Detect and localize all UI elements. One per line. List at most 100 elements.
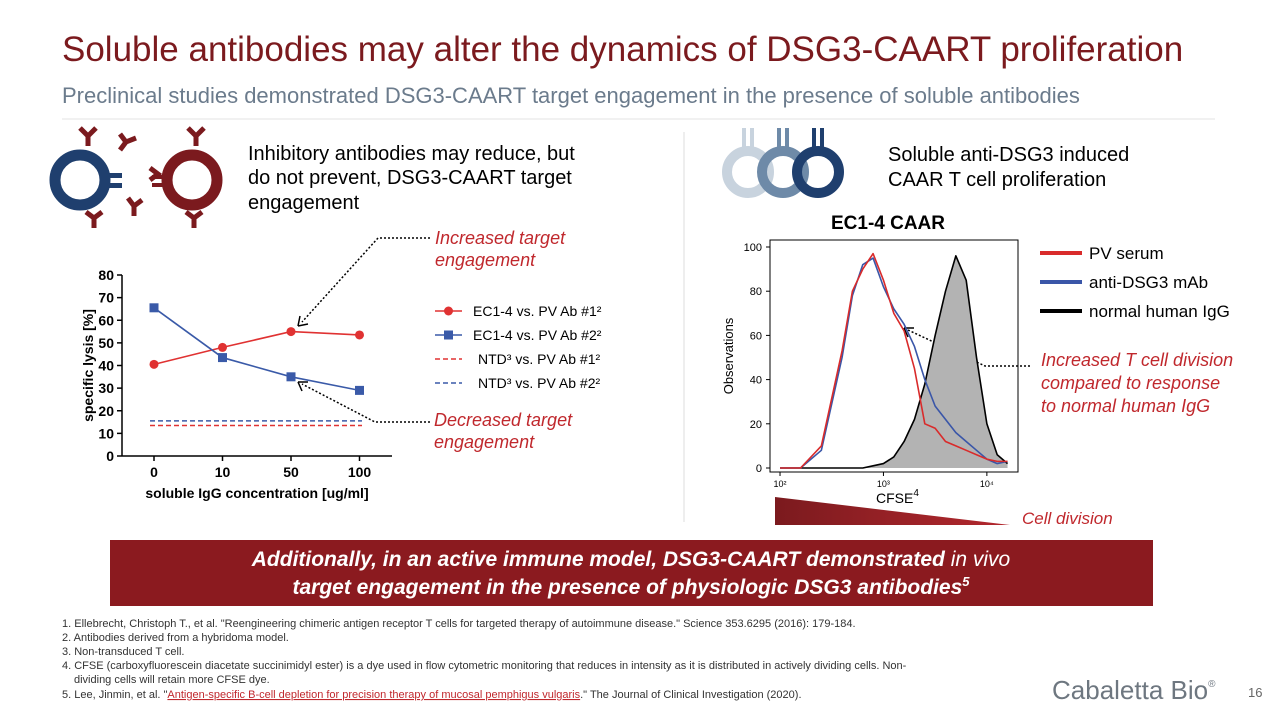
annotation: Increased T cell division — [1041, 350, 1233, 370]
y-tick-label: 30 — [98, 380, 114, 396]
y-tick-label: 20 — [750, 419, 762, 431]
x-axis-label: soluble IgG concentration [ug/ml] — [145, 485, 368, 501]
annotation: to normal human IgG — [1041, 396, 1210, 416]
point — [149, 303, 159, 313]
histogram-chart: EC1-4 CAAR 0 20 40 60 80 100 10² 10³ 10⁴ Observati… — [721, 213, 1230, 506]
y-axis-label: Observations — [721, 317, 736, 394]
x-tick-label: 10⁴ — [980, 479, 994, 489]
banner — [110, 540, 1153, 606]
subtitle: Preclinical studies demonstrated DSG3-CA… — [62, 83, 1080, 108]
x-axis-label: CFSE4 — [876, 488, 919, 506]
y-tick-label: 50 — [98, 335, 114, 351]
series-line — [153, 330, 360, 366]
icon-cells — [49, 126, 223, 228]
legend-label: EC1-4 vs. PV Ab #1² — [473, 303, 602, 319]
footnote: 1. Ellebrecht, Christoph T., et al. "Ree… — [62, 618, 856, 630]
logo-mark: ® — [1208, 679, 1216, 690]
footnotes: 1. Ellebrecht, Christoph T., et al. "Ree… — [62, 618, 907, 701]
footnote: 5. Lee, Jinmin, et al. "Antigen-specific… — [62, 689, 802, 701]
x-label-sup: 4 — [913, 488, 919, 499]
annotation: engagement — [435, 250, 536, 270]
icon-car-cells — [722, 128, 844, 198]
footnote-text: ." The Journal of Clinical Investigation… — [580, 689, 801, 701]
x-tick-label: 10³ — [877, 479, 890, 489]
legend-label: NTD³ vs. PV Ab #1² — [478, 351, 600, 367]
y-tick-label: 80 — [750, 286, 762, 298]
footnote: dividing cells will retain more CFSE dye… — [74, 674, 270, 686]
series-line — [780, 255, 1009, 469]
left-annotations: Increased target engagement Decreased ta… — [434, 228, 573, 452]
y-tick-label: 60 — [750, 330, 762, 342]
series-line — [780, 257, 1008, 469]
plot-frame — [769, 239, 1019, 473]
y-tick-label: 60 — [98, 312, 114, 328]
y-tick-label: 0 — [756, 463, 762, 475]
annotation: engagement — [434, 432, 535, 452]
y-tick-label: 40 — [750, 375, 762, 387]
x-tick-label: 10² — [774, 479, 787, 489]
point — [286, 327, 296, 337]
logo-text: Cabaletta Bio — [1052, 675, 1208, 705]
point — [355, 330, 364, 340]
footnote-text: 5. Lee, Jinmin, et al. " — [62, 689, 167, 701]
point — [149, 359, 159, 369]
legend-marker — [444, 330, 453, 340]
x-tick-label: 50 — [283, 464, 299, 480]
point — [218, 353, 227, 363]
legend-label: normal human IgG — [1089, 302, 1230, 321]
series-area — [780, 255, 1008, 468]
x-tick-label: 100 — [348, 464, 372, 480]
banner-plain: in vivo — [945, 548, 1011, 571]
footnote-link[interactable]: Antigen-specific B-cell depletion for pr… — [167, 689, 580, 701]
footnote: 2. Antibodies derived from a hybridoma m… — [62, 632, 289, 644]
point — [286, 372, 296, 382]
y-tick-label: 100 — [744, 242, 762, 254]
caption-line: CAAR T cell proliferation — [888, 169, 1106, 191]
legend-label: NTD³ vs. PV Ab #2² — [478, 375, 600, 391]
legend-label: anti-DSG3 mAb — [1089, 273, 1208, 292]
right-caption: Soluble anti-DSG3 induced CAAR T cell pr… — [888, 144, 1129, 191]
annotation: Increased target — [435, 228, 566, 248]
y-axis-label: specific lysis [%] — [80, 309, 96, 422]
footnote: 3. Non-transduced T cell. — [62, 646, 185, 658]
caption-line: engagement — [248, 192, 360, 214]
footnote: 4. CFSE (carboxyfluorescein diacetate su… — [62, 660, 907, 672]
banner-bold: Additionally, in an active immune model,… — [251, 548, 946, 571]
point — [355, 385, 364, 395]
legend-label: PV serum — [1089, 244, 1164, 263]
series-line — [153, 307, 360, 392]
x-label-text: CFSE — [876, 490, 913, 506]
y-tick-label: 70 — [98, 290, 114, 306]
legend-marker — [444, 306, 453, 316]
annotation: Decreased target — [434, 410, 573, 430]
caption-line: do not prevent, DSG3-CAART target — [248, 167, 572, 189]
y-tick-label: 0 — [106, 448, 114, 464]
hist-title: EC1-4 CAAR — [831, 213, 945, 234]
y-tick-label: 40 — [98, 358, 114, 374]
division-wedge — [775, 497, 1010, 525]
x-tick-label: 0 — [150, 464, 158, 480]
series-line — [780, 252, 1008, 469]
right-annotation: Increased T cell division compared to re… — [1041, 350, 1233, 416]
y-tick-label: 20 — [98, 403, 114, 419]
logo: Cabaletta Bio® — [1052, 675, 1216, 705]
y-tick-label: 10 — [98, 425, 114, 441]
banner-line: target engagement in the presence of phy… — [292, 574, 970, 599]
banner-line: Additionally, in an active immune model,… — [251, 548, 1011, 571]
point — [218, 342, 227, 352]
x-tick-label: 10 — [215, 464, 231, 480]
annotation: compared to response — [1041, 373, 1220, 393]
left-caption: Inhibitory antibodies may reduce, but do… — [248, 143, 575, 214]
legend-label: EC1-4 vs. PV Ab #2² — [473, 327, 602, 343]
y-tick-label: 80 — [98, 267, 114, 283]
caption-line: Inhibitory antibodies may reduce, but — [248, 143, 575, 165]
caption-line: Soluble anti-DSG3 induced — [888, 144, 1129, 166]
page-number: 16 — [1248, 685, 1262, 700]
banner-text: target engagement in the presence of phy… — [292, 576, 962, 599]
annotation-arrows — [297, 237, 1030, 423]
banner-sup: 5 — [962, 574, 970, 589]
wedge-label: Cell division — [1022, 509, 1113, 528]
line-chart: 0 10 20 30 40 50 60 70 80 0 10 50 100 specific lysis … — [80, 267, 602, 501]
title: Soluble antibodies may alter the dynamic… — [62, 30, 1183, 69]
